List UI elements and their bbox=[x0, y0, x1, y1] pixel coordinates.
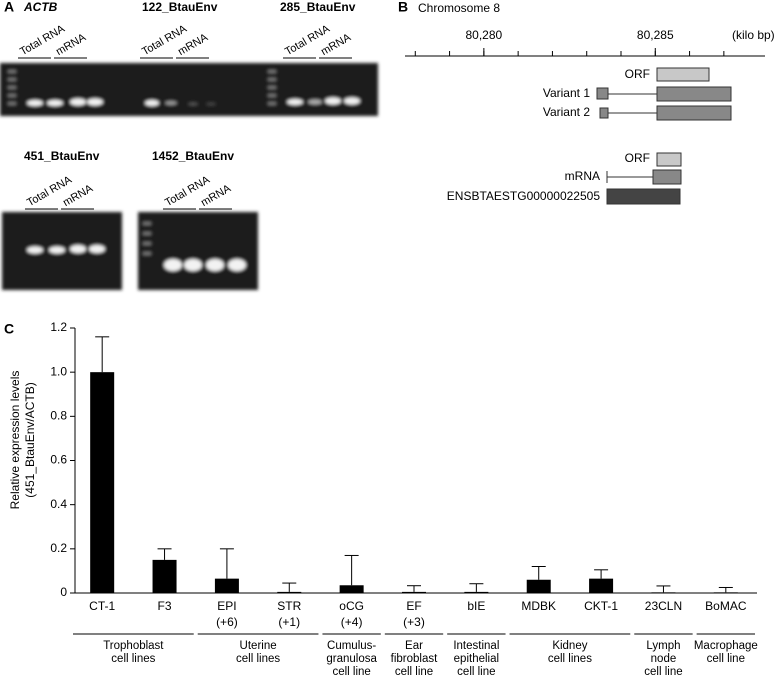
group-label: fibroblast bbox=[391, 653, 438, 665]
x-tick-label: 23CLN bbox=[645, 599, 682, 613]
group-label: cell line bbox=[707, 653, 745, 665]
track-label: mRNA bbox=[565, 169, 600, 183]
track-label: ORF bbox=[625, 151, 650, 165]
group-label: cell line bbox=[644, 666, 682, 678]
panel-label: B bbox=[398, 0, 408, 15]
x-tick-label: EPI bbox=[217, 599, 236, 613]
bar bbox=[713, 592, 738, 593]
track-label: Variant 2 bbox=[543, 105, 590, 119]
gel-title: 1452_BtauEnv bbox=[152, 149, 234, 163]
y-tick-label: 1.0 bbox=[50, 364, 67, 378]
gel-title: ACTB bbox=[23, 0, 58, 14]
y-tick-label: 0.2 bbox=[50, 541, 67, 555]
group-label: Intestinal bbox=[453, 640, 499, 652]
y-tick-label: 1.2 bbox=[50, 320, 67, 334]
x-tick-note: (+3) bbox=[403, 615, 425, 629]
gel-title: 451_BtauEnv bbox=[24, 149, 100, 163]
x-tick-label: BoMAC bbox=[705, 599, 747, 613]
group-label: cell line bbox=[332, 666, 370, 678]
gel-title: 122_BtauEnv bbox=[142, 0, 218, 14]
bar bbox=[339, 585, 364, 593]
group-label: Macrophage bbox=[694, 640, 758, 652]
gene-tracks bbox=[596, 67, 732, 205]
group-label: cell line bbox=[457, 666, 495, 678]
panel-label: C bbox=[4, 321, 14, 337]
bar bbox=[526, 579, 551, 593]
group-label: Lymph bbox=[646, 640, 680, 652]
x-tick-label: F3 bbox=[158, 599, 172, 613]
y-tick-label: 0.8 bbox=[50, 409, 67, 423]
group-label: Trophoblast bbox=[103, 640, 164, 652]
group-label: cell lines bbox=[236, 653, 280, 665]
group-label: Kidney bbox=[552, 640, 587, 652]
genome-ticks: 80,280 80,285 bbox=[414, 28, 725, 56]
x-tick-note: (+1) bbox=[278, 615, 300, 629]
group-label: epithelial bbox=[454, 653, 499, 665]
group-label: node bbox=[651, 653, 677, 665]
bar bbox=[402, 591, 426, 593]
x-tick-label: STR bbox=[277, 599, 301, 613]
group-label: cell line bbox=[395, 666, 433, 678]
chromosome-title: Chromosome 8 bbox=[418, 1, 500, 15]
track-label: ORF bbox=[625, 67, 650, 81]
group-label: granulosa bbox=[326, 653, 377, 665]
y-tick-label: 0.4 bbox=[50, 497, 67, 511]
y-tick-label: 0.6 bbox=[50, 453, 67, 467]
gel-images bbox=[0, 63, 378, 290]
group-label: Ear bbox=[405, 640, 423, 652]
group-label: cell lines bbox=[548, 653, 592, 665]
y-axis-label: Relative expression levels bbox=[8, 371, 22, 510]
bar bbox=[152, 559, 177, 593]
track-labels: ORF Variant 1 Variant 2 ORF mRNA ENSBTAE… bbox=[447, 67, 650, 203]
track-label: Variant 1 bbox=[543, 86, 590, 100]
x-tick-label: CKT-1 bbox=[584, 599, 618, 613]
group-label: cell lines bbox=[111, 653, 155, 665]
tick-label: 80,280 bbox=[466, 28, 503, 42]
x-tick-label: bIE bbox=[467, 599, 485, 613]
group-label: Uterine bbox=[240, 640, 277, 652]
x-tick-label: oCG bbox=[339, 599, 364, 613]
bar bbox=[464, 591, 489, 593]
gel-title: 285_BtauEnv bbox=[280, 0, 356, 14]
bar bbox=[90, 372, 115, 593]
tick-label: 80,285 bbox=[637, 28, 674, 42]
x-tick-label: MDBK bbox=[521, 599, 556, 613]
axis-unit: (kilo bp) bbox=[732, 28, 775, 42]
bar bbox=[277, 591, 302, 593]
y-tick-label: 0 bbox=[60, 585, 67, 599]
y-axis-label: (451_BtauEnv/ACTB) bbox=[23, 382, 37, 497]
panel-label: A bbox=[4, 0, 14, 15]
track-label: ENSBTAESTG00000022505 bbox=[447, 189, 601, 203]
bar bbox=[589, 578, 614, 593]
bar-chart: 0 0.2 0.4 0.6 0.8 1.0 1.2 CT-1 F3 EPI (+6) STR (+1) o… bbox=[50, 320, 757, 678]
bar bbox=[651, 592, 676, 593]
x-tick-note: (+4) bbox=[341, 615, 363, 629]
bar bbox=[214, 578, 239, 593]
x-tick-note: (+6) bbox=[216, 615, 238, 629]
x-tick-label: EF bbox=[406, 599, 421, 613]
group-label: Cumulus- bbox=[327, 640, 376, 652]
x-tick-label: CT-1 bbox=[89, 599, 115, 613]
